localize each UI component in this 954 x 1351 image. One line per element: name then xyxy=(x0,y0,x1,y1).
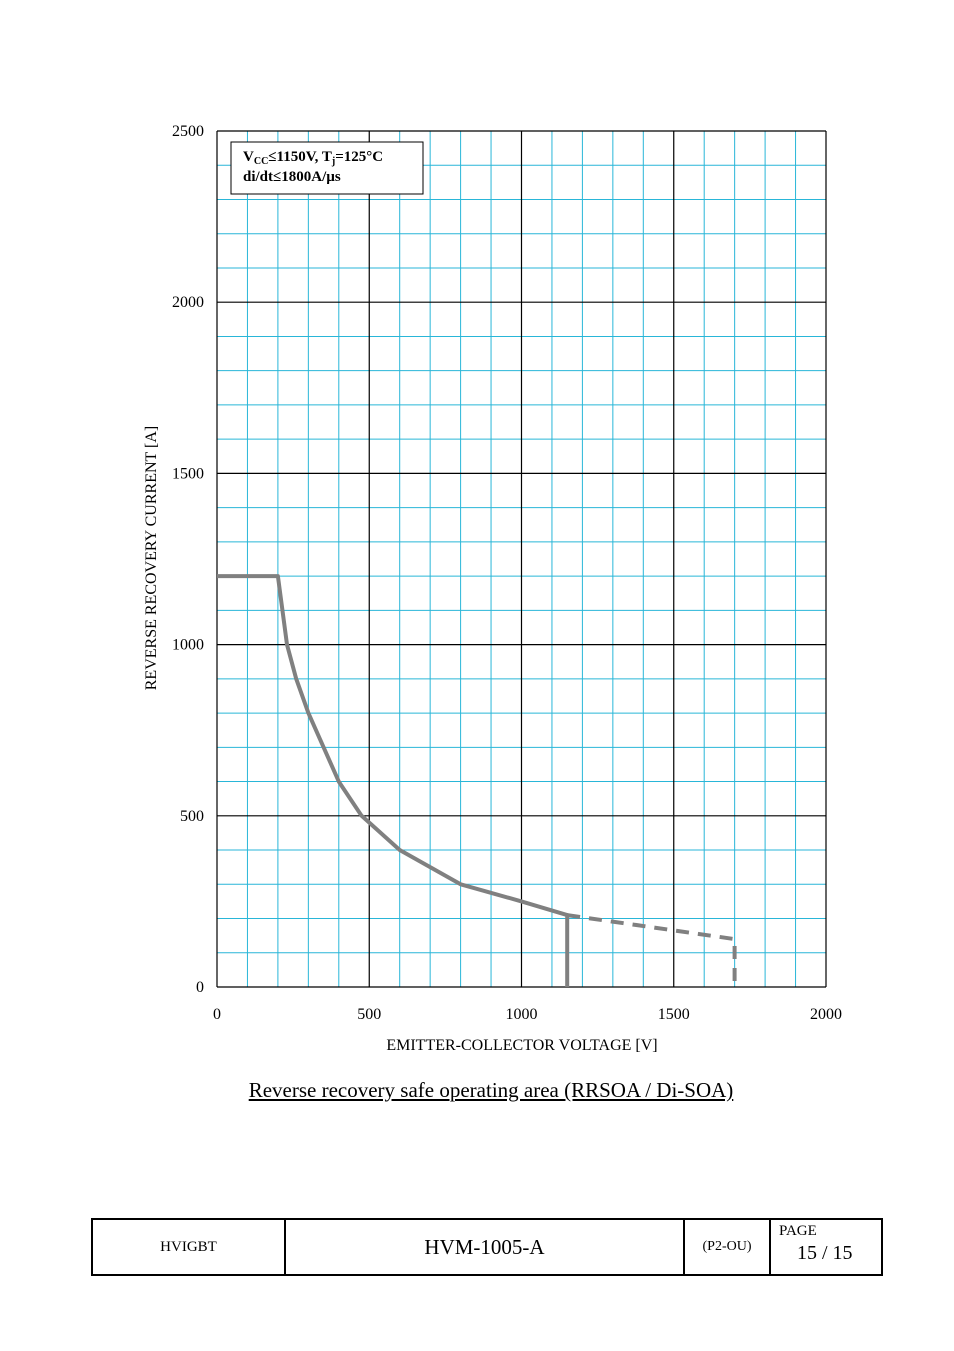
footer-table: HVIGBT HVM-1005-A (P2-OU) PAGE 15 / 15 xyxy=(91,1218,883,1276)
y-tick-label: 1000 xyxy=(172,637,204,654)
footer-page-cell: PAGE 15 / 15 xyxy=(771,1220,881,1274)
y-tick-label: 0 xyxy=(196,979,204,996)
major-gridlines xyxy=(216,130,827,988)
y-tick-label: 2500 xyxy=(172,123,204,140)
footer-page-value: 15 / 15 xyxy=(797,1242,853,1264)
series-line-dashed xyxy=(566,913,737,987)
x-tick-label: 500 xyxy=(357,1006,381,1023)
series-layer xyxy=(217,574,737,987)
x-tick-label: 2000 xyxy=(810,1006,842,1023)
y-axis-label: REVERSE RECOVERY CURRENT [A] xyxy=(143,426,160,690)
footer-category: HVIGBT xyxy=(93,1220,286,1274)
footer-page-label: PAGE xyxy=(779,1223,817,1239)
y-tick-label: 500 xyxy=(180,808,204,825)
x-tick-label: 1500 xyxy=(658,1006,690,1023)
x-tick-label: 0 xyxy=(213,1006,221,1023)
annotation-box: VCC≤1150V, Tj=125°C di/dt≤1800A/µs xyxy=(230,141,424,195)
y-tick-label: 1500 xyxy=(172,465,204,482)
annotation-line-2: di/dt≤1800A/µs xyxy=(243,169,341,185)
x-axis-label: EMITTER-COLLECTOR VOLTAGE [V] xyxy=(386,1037,657,1054)
footer-code: (P2-OU) xyxy=(685,1220,771,1274)
series-line-solid xyxy=(217,574,570,987)
figure-caption: Reverse recovery safe operating area (RR… xyxy=(248,1078,734,1102)
y-tick-label: 2000 xyxy=(172,294,204,311)
footer-doc-number: HVM-1005-A xyxy=(286,1220,685,1274)
tick-labels: 0 500 1000 1500 2000 0 500 1000 1500 2000 2500 xyxy=(172,123,842,1023)
x-tick-label: 1000 xyxy=(506,1006,538,1023)
annotation-line-1: VCC≤1150V, Tj=125°C xyxy=(243,149,383,167)
